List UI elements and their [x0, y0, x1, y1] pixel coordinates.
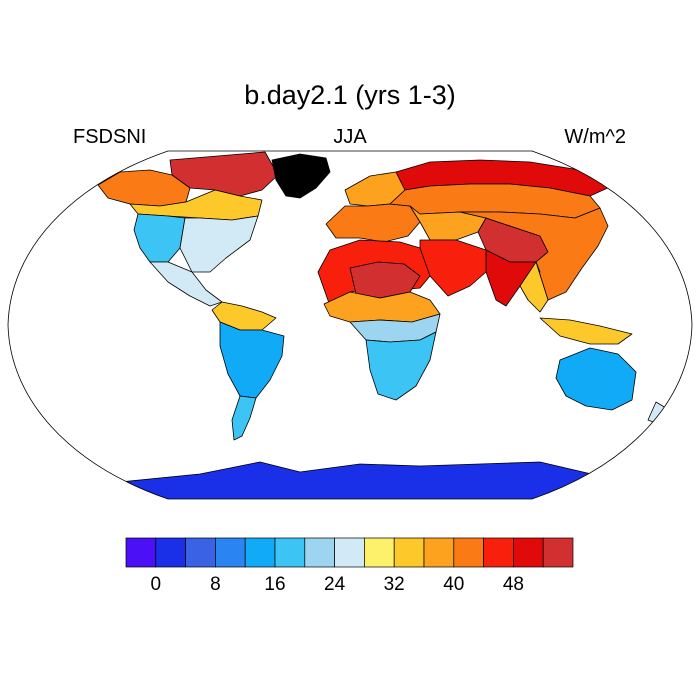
region-australia [555, 347, 637, 411]
colorbar-box [155, 537, 186, 568]
region-greenland [271, 153, 331, 199]
colorbar-box [483, 537, 514, 568]
season-label: JJA [333, 126, 367, 148]
colorbar-tick-label: 0 [150, 574, 162, 595]
colorbar-box [304, 537, 335, 568]
colorbar-tick-label: 40 [443, 574, 465, 595]
plot-title: b.day2.1 (yrs 1-3) [244, 80, 456, 110]
region-south-america [219, 321, 285, 399]
colorbar-tick-label: 32 [383, 574, 405, 595]
region-china [459, 207, 609, 301]
region-patagonia [231, 395, 257, 441]
variable-label: FSDSNI [73, 126, 147, 148]
colorbar-tick-label: 48 [502, 574, 524, 595]
colorbar-box [185, 537, 216, 568]
region-alaska-nw-canada [97, 169, 191, 207]
colorbar-tick-label: 24 [324, 574, 346, 595]
region-southern-africa [365, 331, 437, 401]
region-southeast-asia [519, 261, 549, 313]
units-label: W/m^2 [564, 126, 626, 148]
colorbar-box [334, 537, 365, 568]
colorbar-box [513, 537, 544, 568]
map-boundary [7, 150, 693, 500]
colorbar-box [364, 537, 395, 568]
colorbar-box [393, 537, 425, 568]
colorbar-box [542, 537, 574, 568]
colorbar-box [244, 537, 276, 568]
colorbar-box [274, 537, 306, 568]
colorbar-tick-label: 16 [264, 574, 286, 595]
colorbar-box [215, 537, 246, 568]
colorbar-tick-label: 8 [210, 574, 221, 595]
colorbar-box [125, 537, 157, 568]
colorbar-box [423, 537, 455, 568]
region-antarctica [119, 461, 641, 499]
region-eastern-us [179, 215, 259, 273]
region-indonesia [539, 317, 633, 345]
colorbar-box [453, 537, 484, 568]
